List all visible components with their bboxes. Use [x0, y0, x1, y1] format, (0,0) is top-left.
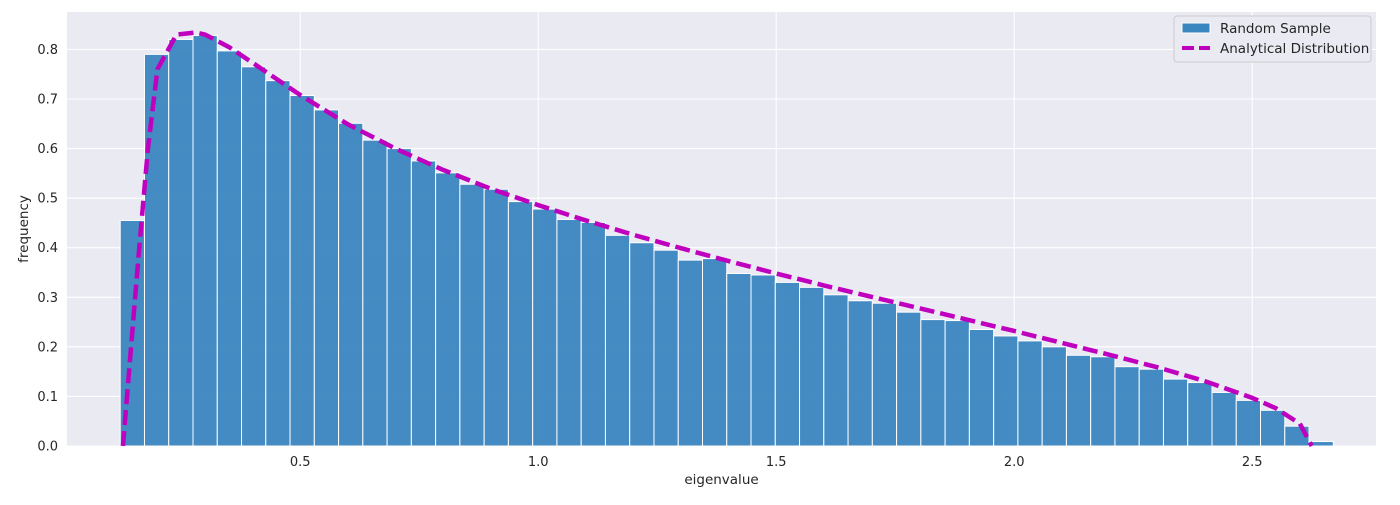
- histogram-bar-44: [1187, 382, 1213, 447]
- x-tick-labels: 0.5 1.0 1.5 2.0 2.5: [290, 455, 1263, 470]
- histogram-bar-4: [216, 50, 243, 447]
- x-tick-label-4: 2.5: [1242, 455, 1263, 470]
- histogram-bar-36: [993, 335, 1019, 447]
- x-tick-label-3: 2.0: [1004, 455, 1025, 470]
- y-tick-labels: 0.0 0.1 0.2 0.3 0.4 0.5 0.6 0.7 0.8: [37, 43, 58, 455]
- histogram-bar-25: [726, 272, 752, 447]
- legend: Random Sample Analytical Distribution: [1173, 15, 1372, 63]
- y-tick-label-3: 0.3: [37, 291, 58, 306]
- histogram-bar-9: [338, 122, 364, 447]
- histogram-bar-21: [629, 242, 655, 447]
- histogram-bar-22: [653, 249, 679, 447]
- legend-label-analytical-distribution: Analytical Distribution: [1220, 41, 1369, 57]
- histogram-bar-5: [241, 66, 267, 447]
- histogram-bar-38: [1041, 346, 1067, 447]
- histogram-bar-18: [556, 218, 582, 447]
- histogram-bar-43: [1162, 378, 1189, 447]
- histogram-bar-27: [774, 281, 801, 447]
- histogram-bar-2: [168, 39, 194, 447]
- histogram-bar-17: [532, 208, 558, 447]
- histogram-bar-8: [313, 109, 340, 447]
- histogram-bar-20: [604, 234, 631, 447]
- histogram-bar-45: [1211, 391, 1237, 447]
- histogram-bar-33: [920, 319, 946, 447]
- legend-label-random-sample: Random Sample: [1220, 21, 1331, 37]
- histogram-bar-1: [143, 53, 170, 447]
- y-tick-label-2: 0.2: [37, 340, 58, 355]
- histogram-bar-28: [799, 286, 825, 447]
- histogram-bar-6: [265, 80, 291, 447]
- histogram-bar-46: [1235, 399, 1262, 447]
- histogram-bar-30: [847, 300, 873, 447]
- histogram-bar-31: [871, 302, 898, 447]
- histogram-bar-32: [896, 311, 922, 447]
- x-tick-label-2: 1.5: [766, 455, 787, 470]
- histogram-bar-37: [1017, 340, 1043, 447]
- y-tick-label-0: 0.0: [37, 440, 58, 455]
- histogram-bar-40: [1090, 356, 1116, 447]
- histogram-bar-41: [1114, 366, 1140, 447]
- y-tick-label-1: 0.1: [37, 390, 58, 405]
- histogram-bar-10: [362, 139, 388, 447]
- y-tick-label-5: 0.5: [37, 192, 58, 207]
- histogram-bar-47: [1260, 409, 1286, 447]
- histogram-bar-19: [580, 221, 606, 447]
- histogram-bars: [119, 35, 1334, 447]
- histogram-bar-7: [289, 95, 315, 447]
- histogram-bar-24: [701, 258, 728, 447]
- histogram-bar-39: [1065, 354, 1092, 447]
- y-tick-label-4: 0.4: [37, 241, 58, 256]
- x-axis-label: eigenvalue: [684, 472, 758, 488]
- y-tick-label-8: 0.8: [37, 43, 58, 58]
- histogram-bar-16: [507, 201, 534, 447]
- histogram-bar-34: [944, 320, 970, 447]
- histogram-bar-15: [483, 188, 509, 447]
- histogram-bar-29: [823, 294, 849, 447]
- legend-box: [1173, 15, 1372, 63]
- histogram-bar-3: [192, 35, 218, 447]
- x-tick-label-0: 0.5: [290, 455, 311, 470]
- histogram-bar-14: [459, 183, 485, 447]
- histogram-bar-23: [677, 259, 703, 447]
- histogram-bar-35: [968, 329, 995, 447]
- x-tick-label-1: 1.0: [528, 455, 549, 470]
- y-axis-label: frequency: [16, 195, 32, 263]
- legend-swatch-random-sample: [1181, 22, 1211, 34]
- histogram-bar-11: [386, 148, 412, 447]
- histogram-bar-26: [750, 274, 776, 447]
- y-tick-label-6: 0.6: [37, 142, 58, 157]
- y-tick-label-7: 0.7: [37, 92, 58, 107]
- histogram-bar-12: [410, 160, 437, 447]
- histogram-bar-42: [1138, 368, 1164, 447]
- histogram-bar-13: [435, 172, 461, 447]
